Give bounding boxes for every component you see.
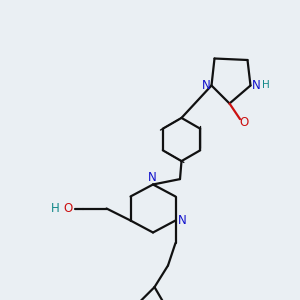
Text: N: N: [202, 79, 211, 92]
Text: O: O: [240, 116, 249, 129]
Text: N: N: [178, 214, 187, 227]
Text: N: N: [251, 79, 260, 92]
Text: H: H: [51, 202, 60, 215]
Text: O: O: [63, 202, 72, 215]
Text: N: N: [148, 171, 157, 184]
Text: H: H: [262, 80, 270, 90]
